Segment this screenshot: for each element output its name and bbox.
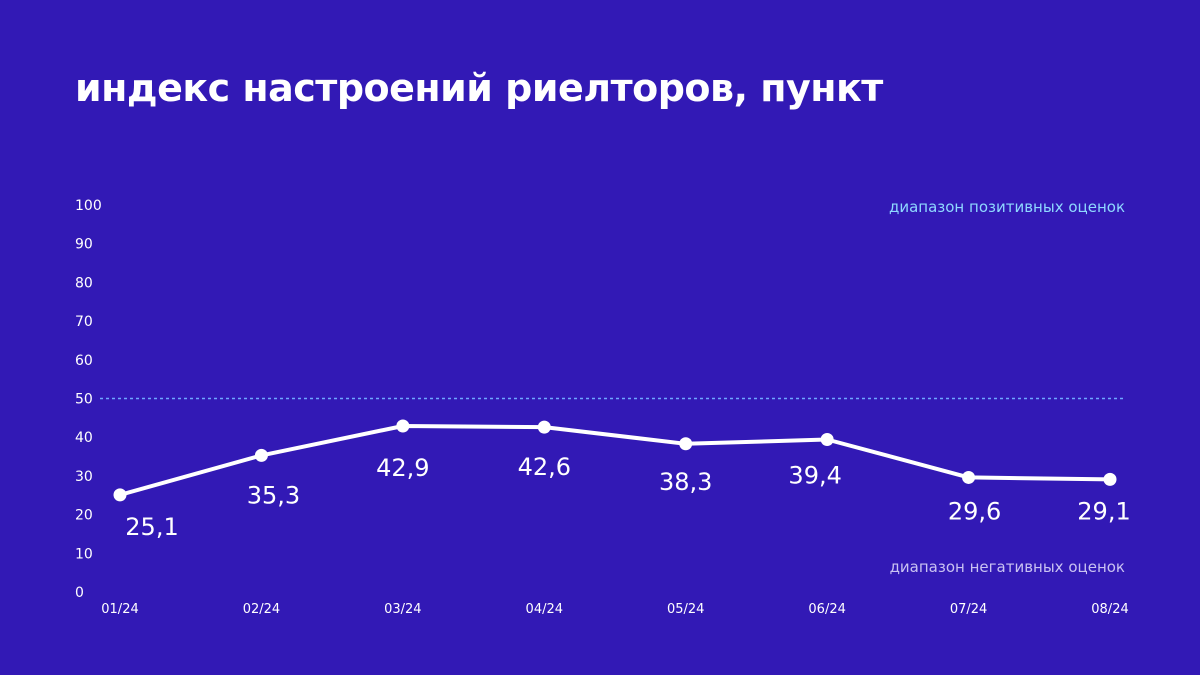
y-tick-label: 60 xyxy=(75,353,93,369)
x-tick-label: 08/24 xyxy=(1091,602,1128,617)
y-tick-label: 70 xyxy=(75,314,93,330)
negative-range-label: диапазон негативных оценок xyxy=(890,558,1125,576)
data-label: 42,6 xyxy=(518,453,571,481)
x-tick-label: 02/24 xyxy=(243,602,280,617)
series-line xyxy=(118,424,1112,497)
data-point xyxy=(254,448,268,462)
data-point xyxy=(396,419,410,433)
x-axis-ticks: 01/24 02/24 03/24 04/24 05/24 06/24 07/24 08/24 xyxy=(101,602,1128,617)
y-tick-label: 20 xyxy=(75,508,93,524)
data-label: 29,1 xyxy=(1077,497,1130,525)
data-label: 35,3 xyxy=(247,481,300,509)
y-tick-label: 0 xyxy=(75,585,84,601)
x-tick-label: 03/24 xyxy=(384,602,421,617)
y-tick-label: 10 xyxy=(75,546,93,562)
x-tick-label: 07/24 xyxy=(950,602,987,617)
positive-range-label: диапазон позитивных оценок xyxy=(889,198,1125,216)
y-tick-label: 30 xyxy=(75,469,93,485)
x-tick-label: 01/24 xyxy=(101,602,138,617)
data-point xyxy=(113,488,127,502)
x-tick-label: 05/24 xyxy=(667,602,704,617)
data-point xyxy=(962,470,976,484)
y-axis-ticks: 0 10 20 30 40 50 60 70 80 90 100 xyxy=(75,198,102,601)
y-tick-label: 80 xyxy=(75,275,93,291)
y-tick-label: 50 xyxy=(75,392,93,408)
x-tick-label: 06/24 xyxy=(808,602,845,617)
data-points xyxy=(113,419,1117,502)
data-label: 38,3 xyxy=(659,468,712,496)
y-tick-label: 100 xyxy=(75,198,102,214)
x-tick-label: 04/24 xyxy=(526,602,563,617)
y-tick-label: 90 xyxy=(75,237,93,253)
data-label: 39,4 xyxy=(788,462,841,490)
chart-title: индекс настроений риелторов, пункт xyxy=(75,66,883,110)
data-point xyxy=(679,437,693,451)
data-label: 25,1 xyxy=(125,513,178,541)
data-point xyxy=(820,433,834,447)
data-point xyxy=(537,420,551,434)
y-tick-label: 40 xyxy=(75,430,93,446)
data-label: 42,9 xyxy=(376,454,429,482)
data-point xyxy=(1103,472,1117,486)
data-labels: 25,1 35,3 42,9 42,6 38,3 39,4 29,6 29,1 xyxy=(125,453,1130,541)
data-label: 29,6 xyxy=(948,497,1001,525)
